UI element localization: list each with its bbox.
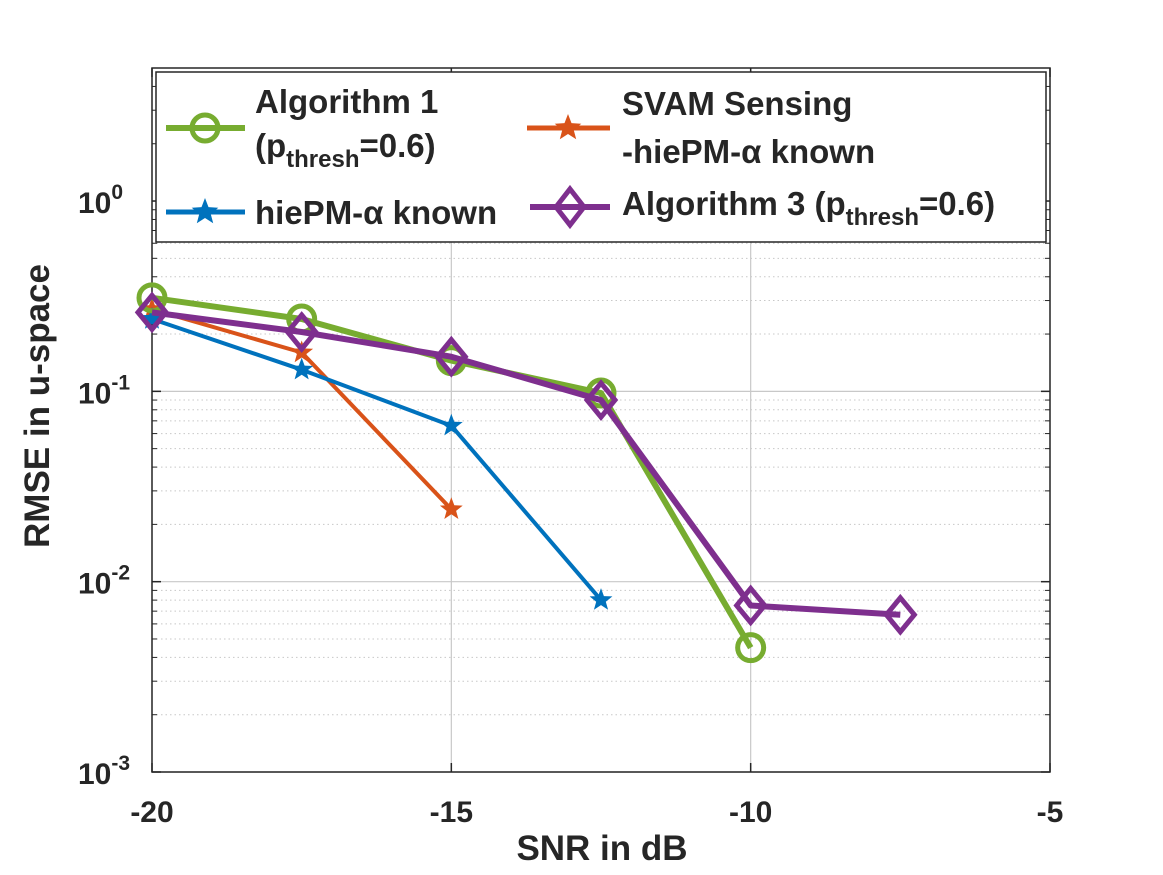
data-point-diamond <box>733 584 768 627</box>
data-point-star <box>439 497 463 519</box>
data-point-diamond <box>284 311 319 353</box>
data-point-circle <box>735 632 767 664</box>
axes-box <box>151 67 1051 773</box>
data-point-circle <box>136 282 168 314</box>
series-3 <box>134 291 918 636</box>
legend-marker-circle-icon <box>189 112 221 144</box>
series-2 <box>140 307 613 610</box>
y-tick-label: 10-1 <box>78 371 130 410</box>
data-point-diamond <box>883 593 918 636</box>
legend-label-hiepm: hiePM-α known <box>255 194 497 231</box>
legend-label-svam-line1: SVAM Sensing <box>622 85 852 122</box>
data-point-star <box>140 307 164 329</box>
legend-entry-algorithm-1: Algorithm 1 (pthresh=0.6) <box>166 83 438 173</box>
series-line <box>151 309 901 618</box>
data-point-diamond <box>434 335 469 378</box>
y-tick-label: 100 <box>78 181 123 220</box>
data-point-star <box>589 588 613 610</box>
y-tick-label: 10-2 <box>78 562 130 601</box>
data-point-diamond <box>583 379 619 421</box>
y-tick-label: 10-3 <box>78 752 130 791</box>
legend-box <box>155 71 1047 243</box>
legend-label-algorithm-1-line1: Algorithm 1 <box>255 83 438 120</box>
legend-entry-svam-sensing: SVAM Sensing -hiePM-α known <box>527 85 875 170</box>
data-point-star <box>290 357 314 380</box>
data-point-diamond <box>134 291 170 334</box>
legend-label-algorithm-1-line2: (pthresh=0.6) <box>255 127 436 173</box>
legend-entry-algorithm-3: Algorithm 3 (pthresh=0.6) <box>530 184 995 231</box>
series-line <box>151 294 754 650</box>
y-axis-title: RMSE in u-space <box>18 264 57 548</box>
legend-label-svam-line2: -hiePM-α known <box>622 133 875 170</box>
legend-label-algorithm-3: Algorithm 3 (pthresh=0.6) <box>622 185 995 231</box>
x-axis-title: SNR in dB <box>516 829 687 868</box>
legend-marker-diamond-icon <box>552 184 588 230</box>
x-tick-label: -5 <box>1037 796 1064 829</box>
axes: -20 -15 -10 -5 10-3 10-2 10-1 100 <box>78 67 1064 829</box>
x-tick-label: -15 <box>430 796 473 829</box>
legend-entry-hiepm: hiePM-α known <box>166 194 497 231</box>
data-series <box>134 282 918 664</box>
series-line <box>151 317 603 602</box>
legend-marker-star-icon <box>191 198 219 224</box>
legend-marker-star-icon <box>554 114 582 140</box>
legend: Algorithm 1 (pthresh=0.6) SVAM Sensing -… <box>155 71 1047 243</box>
x-tick-label: -20 <box>130 796 173 829</box>
x-tick-label: -10 <box>729 796 772 829</box>
data-point-star <box>439 413 463 436</box>
